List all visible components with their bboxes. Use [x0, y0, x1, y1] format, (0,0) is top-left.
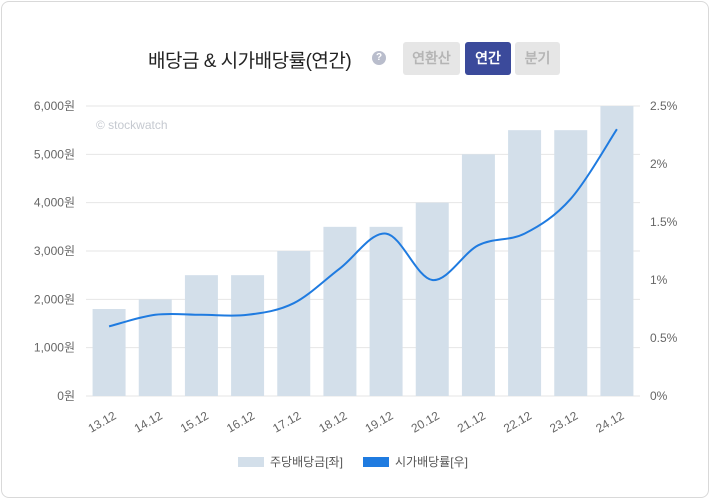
legend-swatch-line: [363, 456, 389, 467]
annualized-button[interactable]: 연환산: [403, 42, 460, 75]
y-right-tick: 0.5%: [650, 331, 678, 345]
y-left-tick: 5,000원: [34, 147, 75, 161]
bar: [600, 106, 634, 396]
y-right-tick: 1.5%: [650, 215, 678, 229]
x-tick: 19.12: [363, 408, 396, 435]
x-tick: 17.12: [270, 408, 303, 435]
y-left-tick: 6,000원: [34, 99, 75, 113]
x-tick: 18.12: [316, 408, 349, 435]
bar: [277, 251, 311, 396]
legend-label: 시가배당률[우]: [395, 455, 468, 469]
y-left-tick: 4,000원: [34, 196, 75, 210]
y-left-tick: 3,000원: [34, 244, 75, 258]
bar: [508, 130, 542, 396]
legend-swatch-bar: [238, 456, 264, 467]
x-tick: 22.12: [501, 408, 534, 435]
x-tick: 13.12: [86, 408, 119, 435]
y-left-tick: 1,000원: [34, 341, 75, 355]
x-tick: 20.12: [409, 408, 442, 435]
watermark: © stockwatch: [96, 118, 168, 132]
y-left-tick: 0원: [57, 389, 75, 403]
y-right-tick: 0%: [650, 389, 668, 403]
bar: [415, 202, 449, 396]
bar: [231, 275, 265, 396]
y-right-tick: 1%: [650, 273, 668, 287]
y-right-tick: 2.5%: [650, 99, 678, 113]
legend-item-yield[interactable]: 시가배당률[우]: [363, 453, 468, 470]
quarterly-button[interactable]: 분기: [515, 42, 560, 75]
x-tick: 21.12: [455, 408, 488, 435]
help-icon[interactable]: ?: [372, 51, 386, 65]
x-tick: 24.12: [593, 408, 626, 435]
y-left-tick: 2,000원: [34, 292, 75, 306]
x-tick: 14.12: [132, 408, 165, 435]
yield-line: [108, 128, 618, 328]
x-tick: 15.12: [178, 408, 211, 435]
x-tick: 23.12: [547, 408, 580, 435]
annual-button[interactable]: 연간: [465, 42, 511, 75]
bar: [554, 130, 588, 396]
bar: [184, 275, 218, 396]
bar: [323, 226, 357, 396]
bar: [461, 154, 495, 396]
y-right-tick: 2%: [650, 157, 668, 171]
legend-item-dividend[interactable]: 주당배당금[좌]: [238, 453, 343, 470]
bar: [369, 226, 403, 396]
chart-title: 배당금 & 시가배당률(연간): [148, 51, 352, 72]
x-tick: 16.12: [224, 408, 257, 435]
legend-label: 주당배당금[좌]: [270, 455, 343, 469]
